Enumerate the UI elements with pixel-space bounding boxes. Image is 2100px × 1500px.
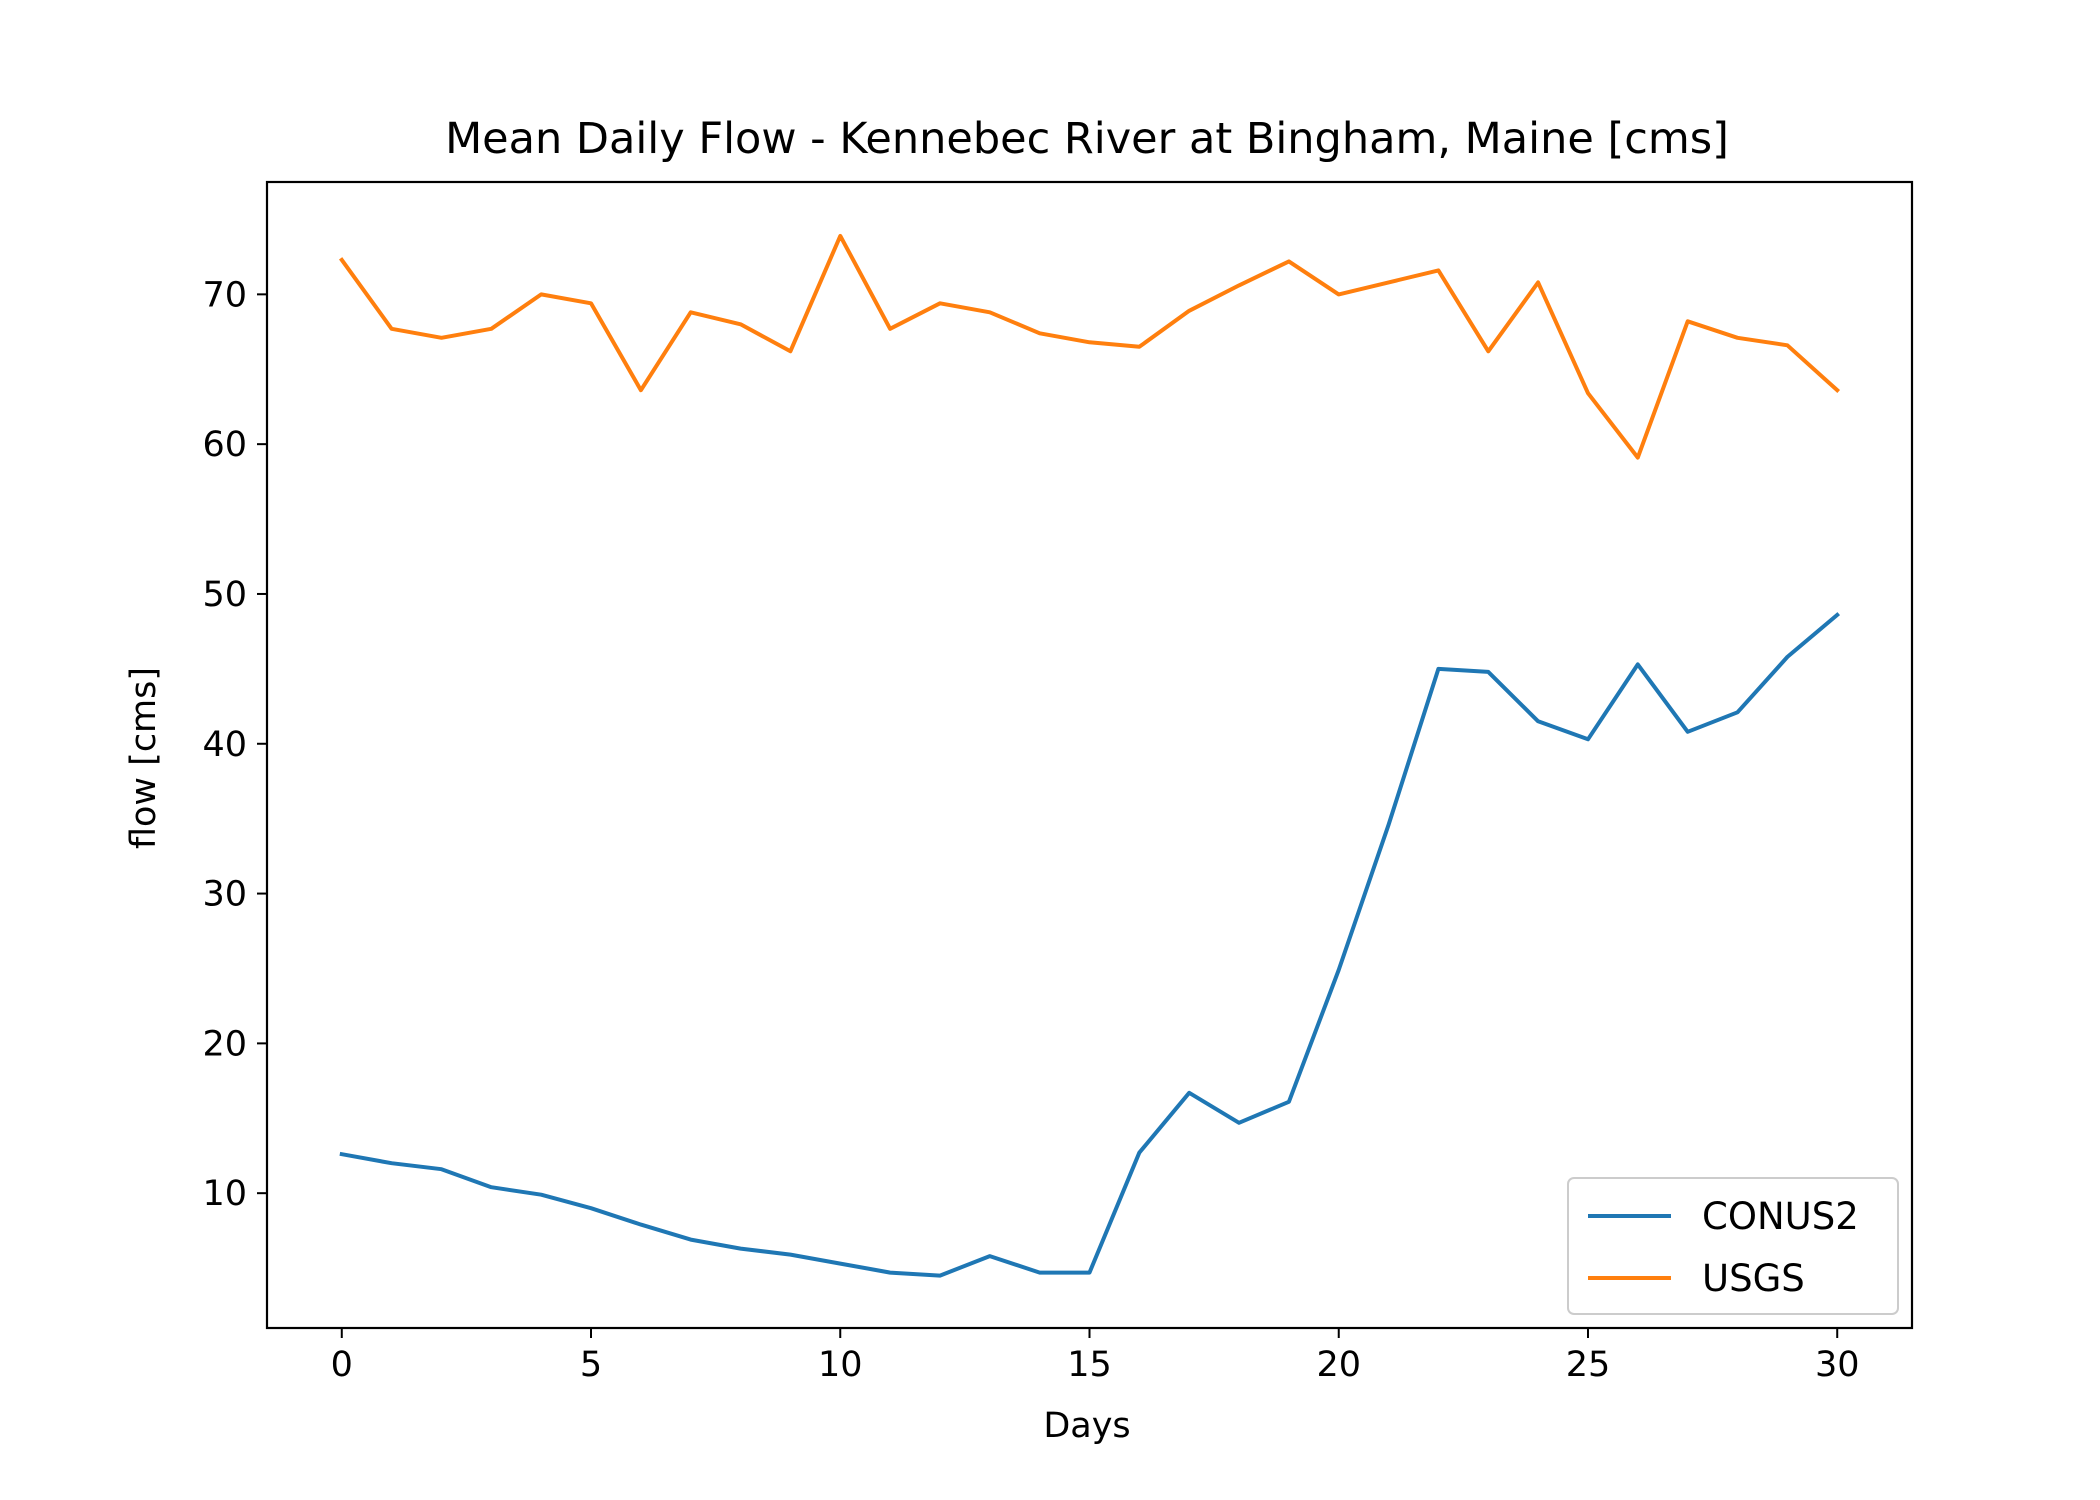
y-tick-label: 20 [202,1024,247,1064]
x-tick-label: 0 [331,1345,353,1385]
y-tick-label: 40 [202,725,247,765]
chart-title: Mean Daily Flow - Kennebec River at Bing… [445,114,1729,164]
series-lines [339,233,1841,1278]
legend-label: CONUS2 [1702,1195,1859,1238]
x-axis-label: Days [1043,1406,1130,1446]
x-tick-label: 5 [580,1345,602,1385]
y-tick-label: 60 [202,425,247,465]
x-tick-label: 25 [1566,1345,1611,1385]
series-line-usgs [339,233,1841,460]
x-tick-label: 20 [1316,1345,1361,1385]
legend-label: USGS [1702,1257,1805,1300]
y-axis-label: flow [cms] [124,667,164,849]
x-tick-label: 30 [1815,1345,1860,1385]
x-tick-label: 10 [818,1345,863,1385]
x-axis: 0 5 10 15 20 25 30 [331,1328,1860,1385]
legend: CONUS2 USGS [1567,1177,1899,1315]
y-axis: 10 20 30 40 50 60 70 [202,275,267,1214]
y-tick-label: 70 [202,275,247,315]
x-tick-label: 15 [1067,1345,1112,1385]
series-line-conus2 [339,612,1841,1278]
y-tick-label: 50 [202,575,247,615]
y-tick-label: 30 [202,875,247,915]
y-tick-label: 10 [202,1174,247,1214]
